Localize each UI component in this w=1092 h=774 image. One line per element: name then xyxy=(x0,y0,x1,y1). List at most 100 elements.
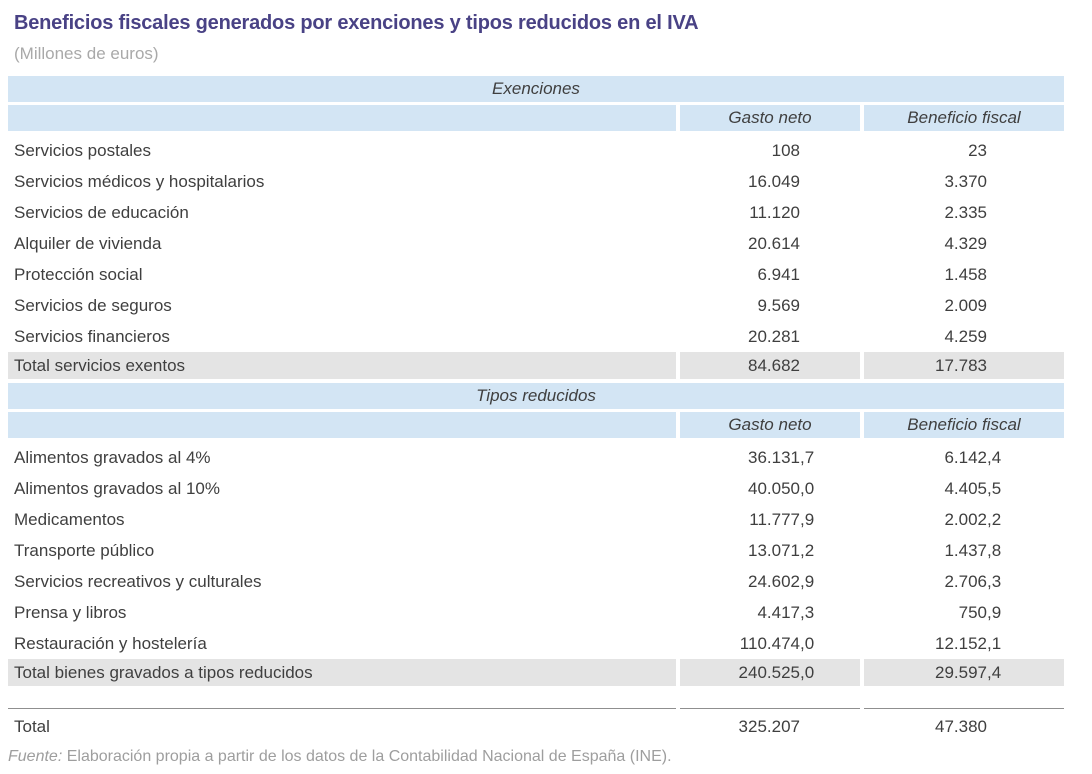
value-int: 3.370 xyxy=(944,172,987,191)
divider-segment xyxy=(864,708,1064,709)
grand-total-divider xyxy=(8,708,1064,709)
table-row: Servicios postales 108 23 xyxy=(8,135,1064,166)
beneficio-fiscal-value: 2.335 xyxy=(864,197,1064,228)
gasto-neto-value: 20.614 xyxy=(680,228,860,259)
beneficio-fiscal-total-value: 17.783 xyxy=(864,352,1064,379)
value-frac: ,2 xyxy=(800,541,815,560)
fiscal-benefits-table: Exenciones Gasto neto Beneficio fiscal Serv… xyxy=(8,76,1064,745)
section-total-label: Total servicios exentos xyxy=(8,352,676,379)
gasto-neto-total-value: 240.525,0 xyxy=(680,659,860,686)
beneficio-fiscal-value: 1.437,8 xyxy=(864,535,1064,566)
source-text-body: Elaboración propia a partir de los datos… xyxy=(66,748,672,765)
section-band-label: Tipos reducidos xyxy=(476,386,596,405)
row-label: Restauración y hostelería xyxy=(14,634,207,653)
table-row: Alquiler de vivienda 20.614 4.329 xyxy=(8,228,1064,259)
beneficio-fiscal-value: 2.002,2 xyxy=(864,504,1064,535)
value-int: 4.405 xyxy=(944,479,987,498)
value-int: 36.131 xyxy=(748,448,800,467)
value-int: 17.783 xyxy=(935,356,987,375)
value-frac: ,7 xyxy=(800,448,815,467)
row-label: Prensa y libros xyxy=(14,603,127,622)
value-frac: ,0 xyxy=(800,634,815,653)
gasto-neto-value: 20.281 xyxy=(680,321,860,352)
column-header-beneficio-fiscal: Beneficio fiscal xyxy=(864,412,1064,438)
source-prefix: Fuente: xyxy=(8,748,63,765)
value-frac: ,9 xyxy=(800,510,815,529)
table-sections: Exenciones Gasto neto Beneficio fiscal Serv… xyxy=(8,76,1064,686)
value-frac: ,0 xyxy=(800,479,815,498)
table-row: Servicios financieros 20.281 4.259 xyxy=(8,321,1064,352)
gasto-neto-value: 11.120 xyxy=(680,197,860,228)
grand-total-gasto-neto: 325.207 xyxy=(680,709,860,745)
table-row: Restauración y hostelería 110.474,0 12.152… xyxy=(8,628,1064,659)
value-int: 325.207 xyxy=(738,717,800,736)
column-header-beneficio-fiscal: Beneficio fiscal xyxy=(864,105,1064,131)
row-label: Alquiler de vivienda xyxy=(14,234,162,253)
source-note: Fuente: Elaboración propia a partir de l… xyxy=(8,748,1092,766)
row-label: Servicios de seguros xyxy=(14,296,172,315)
value-int: 11.120 xyxy=(749,203,800,222)
gasto-neto-value: 110.474,0 xyxy=(680,628,860,659)
value-int: 110.474 xyxy=(739,634,800,653)
gasto-neto-value: 6.941 xyxy=(680,259,860,290)
value-int: 20.614 xyxy=(748,234,800,253)
gasto-neto-value: 40.050,0 xyxy=(680,473,860,504)
grand-total-label: Total xyxy=(14,717,50,736)
gasto-neto-value: 16.049 xyxy=(680,166,860,197)
gasto-neto-value: 4.417,3 xyxy=(680,597,860,628)
value-frac: ,9 xyxy=(987,603,1002,622)
grand-total-beneficio-fiscal: 47.380 xyxy=(864,709,1064,745)
table-row: Alimentos gravados al 4% 36.131,7 6.142,4 xyxy=(8,442,1064,473)
table-row: Servicios de seguros 9.569 2.009 xyxy=(8,290,1064,321)
divider-segment xyxy=(680,708,860,709)
table-row: Prensa y libros 4.417,3 750,9 xyxy=(8,597,1064,628)
gasto-neto-total-value: 84.682 xyxy=(680,352,860,379)
divider-segment xyxy=(8,708,676,709)
column-header-spacer xyxy=(8,105,676,131)
column-header-row: Gasto neto Beneficio fiscal xyxy=(8,412,1064,438)
section-band-tipos-reducidos: Tipos reducidos xyxy=(8,383,1064,409)
beneficio-fiscal-value: 6.142,4 xyxy=(864,442,1064,473)
beneficio-fiscal-value: 4.405,5 xyxy=(864,473,1064,504)
value-frac: ,4 xyxy=(987,663,1002,682)
beneficio-fiscal-value: 3.370 xyxy=(864,166,1064,197)
value-frac: ,8 xyxy=(987,541,1002,560)
value-frac: ,4 xyxy=(987,448,1002,467)
value-int: 9.569 xyxy=(757,296,800,315)
table-row: Medicamentos 11.777,9 2.002,2 xyxy=(8,504,1064,535)
value-frac: ,0 xyxy=(800,663,815,682)
gasto-neto-value: 13.071,2 xyxy=(680,535,860,566)
value-int: 11.777 xyxy=(749,510,800,529)
value-int: 6.142 xyxy=(944,448,987,467)
section-total-label: Total bienes gravados a tipos reducidos xyxy=(8,659,676,686)
column-header-row: Gasto neto Beneficio fiscal xyxy=(8,105,1064,131)
table-row: Servicios recreativos y culturales 24.602… xyxy=(8,566,1064,597)
table-row: Servicios de educación 11.120 2.335 xyxy=(8,197,1064,228)
beneficio-fiscal-value: 23 xyxy=(864,135,1064,166)
beneficio-fiscal-value: 4.259 xyxy=(864,321,1064,352)
row-label: Servicios postales xyxy=(14,141,152,160)
value-int: 6.941 xyxy=(757,265,800,284)
gasto-neto-value: 24.602,9 xyxy=(680,566,860,597)
value-int: 20.281 xyxy=(748,327,800,346)
value-int: 40.050 xyxy=(748,479,800,498)
beneficio-fiscal-total-value: 29.597,4 xyxy=(864,659,1064,686)
column-header-spacer xyxy=(8,412,676,438)
page-title: Beneficios fiscales generados por exenci… xyxy=(14,12,699,34)
value-int: 2.002 xyxy=(944,510,987,529)
table-row: Protección social 6.941 1.458 xyxy=(8,259,1064,290)
report-page: Beneficios fiscales generados por exenci… xyxy=(0,12,1092,774)
beneficio-fiscal-value: 4.329 xyxy=(864,228,1064,259)
row-label: Servicios de educación xyxy=(14,203,189,222)
value-int: 4.259 xyxy=(944,327,987,346)
value-int: 1.458 xyxy=(944,265,987,284)
table-row: Alimentos gravados al 10% 40.050,0 4.405,5 xyxy=(8,473,1064,504)
value-frac: ,1 xyxy=(987,634,1002,653)
section-total-row: Total bienes gravados a tipos reducidos 2… xyxy=(8,659,1064,686)
value-frac: ,3 xyxy=(800,603,815,622)
value-int: 16.049 xyxy=(748,172,800,191)
value-int: 12.152 xyxy=(935,634,987,653)
value-int: 1.437 xyxy=(944,541,987,560)
beneficio-fiscal-value: 750,9 xyxy=(864,597,1064,628)
value-frac: ,2 xyxy=(987,510,1002,529)
